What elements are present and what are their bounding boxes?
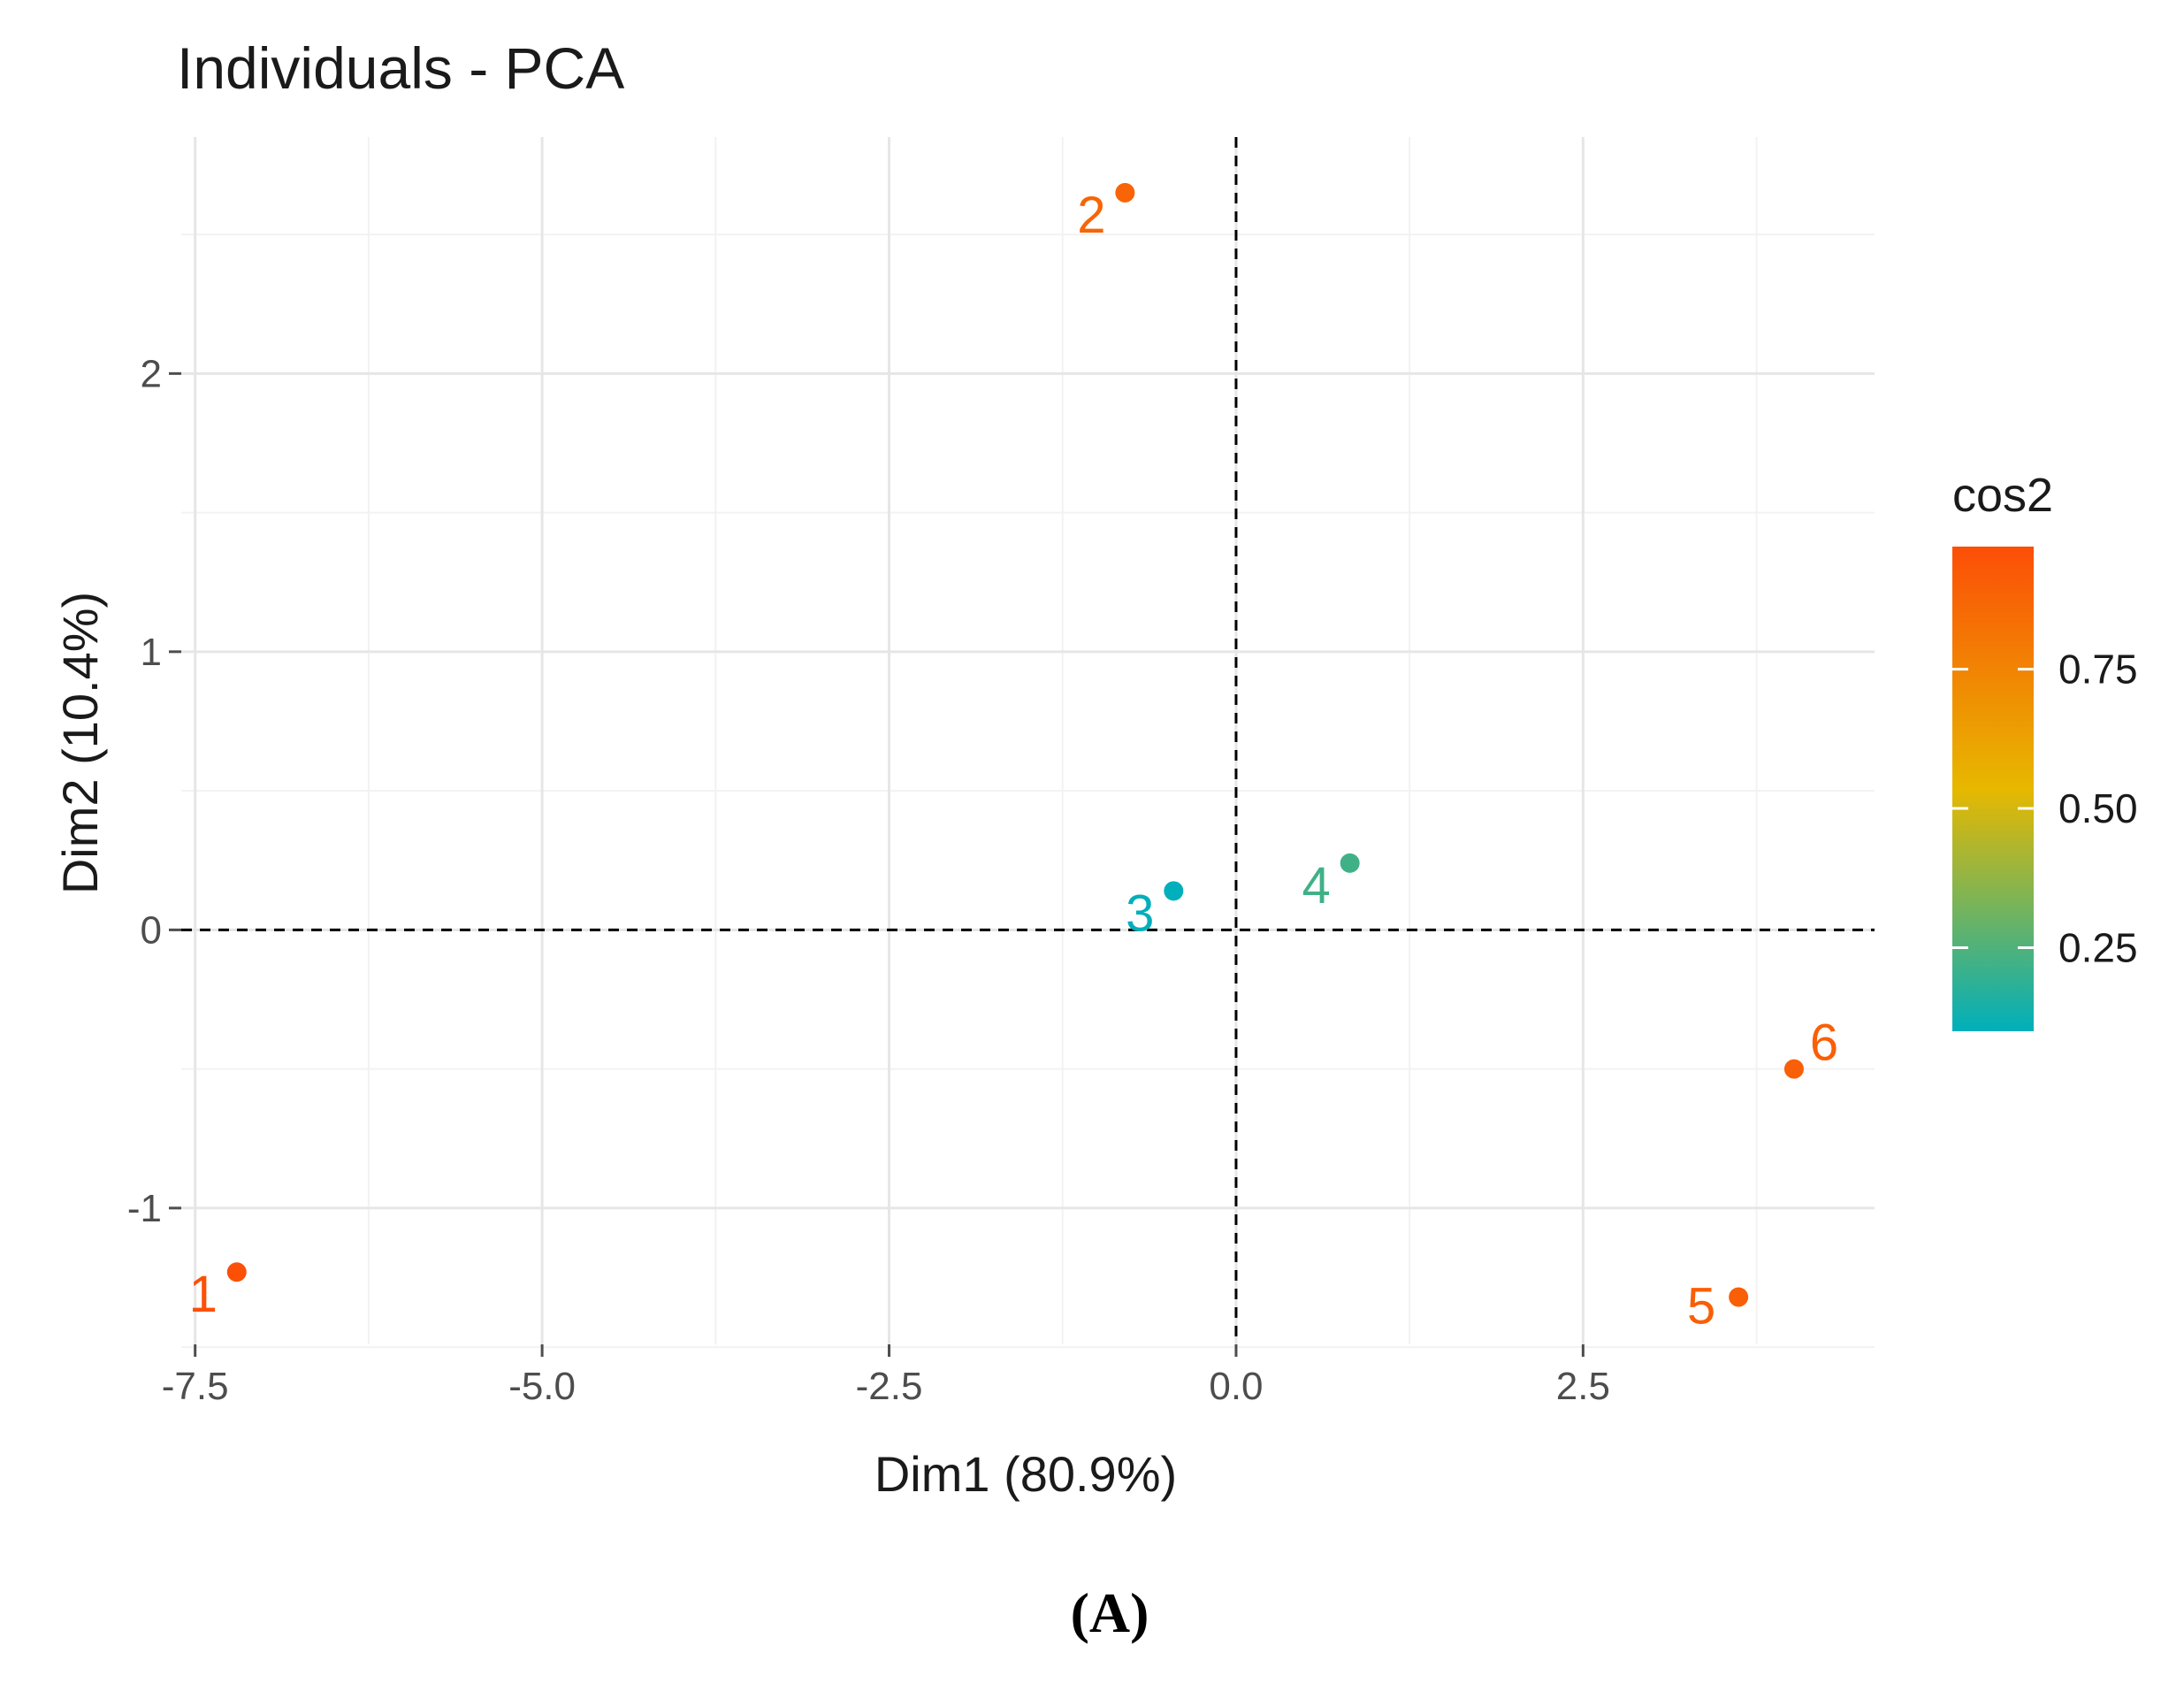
- legend-tick-label: 0.25: [2058, 925, 2138, 971]
- legend-tick-label: 0.75: [2058, 647, 2138, 693]
- cos2-legend: cos2 0.25 0.50 0.75: [1952, 469, 2138, 1031]
- point-3: [1164, 881, 1184, 901]
- x-tick-label: 0.0: [1209, 1365, 1263, 1408]
- point-label-1: 1: [189, 1266, 218, 1323]
- point-6: [1783, 1059, 1804, 1079]
- grid: [181, 137, 1875, 1349]
- point-1: [226, 1262, 247, 1282]
- x-tick-label: -2.5: [856, 1365, 923, 1408]
- points: 1 2 3 4 5 6: [189, 182, 1838, 1336]
- legend-colorbar: [1952, 547, 2034, 1031]
- axes: -7.5 -5.0 -2.5 0.0 2.5 -1 0 1 2: [127, 352, 1610, 1408]
- x-tick-label: 2.5: [1556, 1365, 1610, 1408]
- x-tick-label: -7.5: [162, 1365, 229, 1408]
- legend-title: cos2: [1952, 469, 2053, 522]
- legend-ticks: 0.25 0.50 0.75: [1952, 647, 2138, 971]
- chart-title: Individuals - PCA: [177, 35, 624, 101]
- point-5: [1729, 1287, 1749, 1307]
- reference-lines: [181, 137, 1875, 1344]
- y-tick-label: 0: [141, 908, 162, 952]
- legend-tick-label: 0.50: [2058, 785, 2138, 831]
- point-label-2: 2: [1077, 187, 1105, 244]
- y-tick-label: -1: [127, 1187, 162, 1230]
- x-axis-label: Dim1 (80.9%): [874, 1446, 1177, 1502]
- point-label-5: 5: [1687, 1278, 1715, 1336]
- y-axis-label: Dim2 (10.4%): [52, 592, 108, 894]
- point-4: [1340, 853, 1360, 873]
- figure-caption: (A): [1071, 1581, 1149, 1644]
- point-label-6: 6: [1810, 1014, 1838, 1072]
- point-label-4: 4: [1302, 857, 1331, 915]
- x-tick-label: -5.0: [508, 1365, 576, 1408]
- y-tick-label: 2: [141, 352, 162, 395]
- y-tick-label: 1: [141, 631, 162, 674]
- point-2: [1115, 182, 1135, 203]
- point-label-3: 3: [1126, 884, 1154, 942]
